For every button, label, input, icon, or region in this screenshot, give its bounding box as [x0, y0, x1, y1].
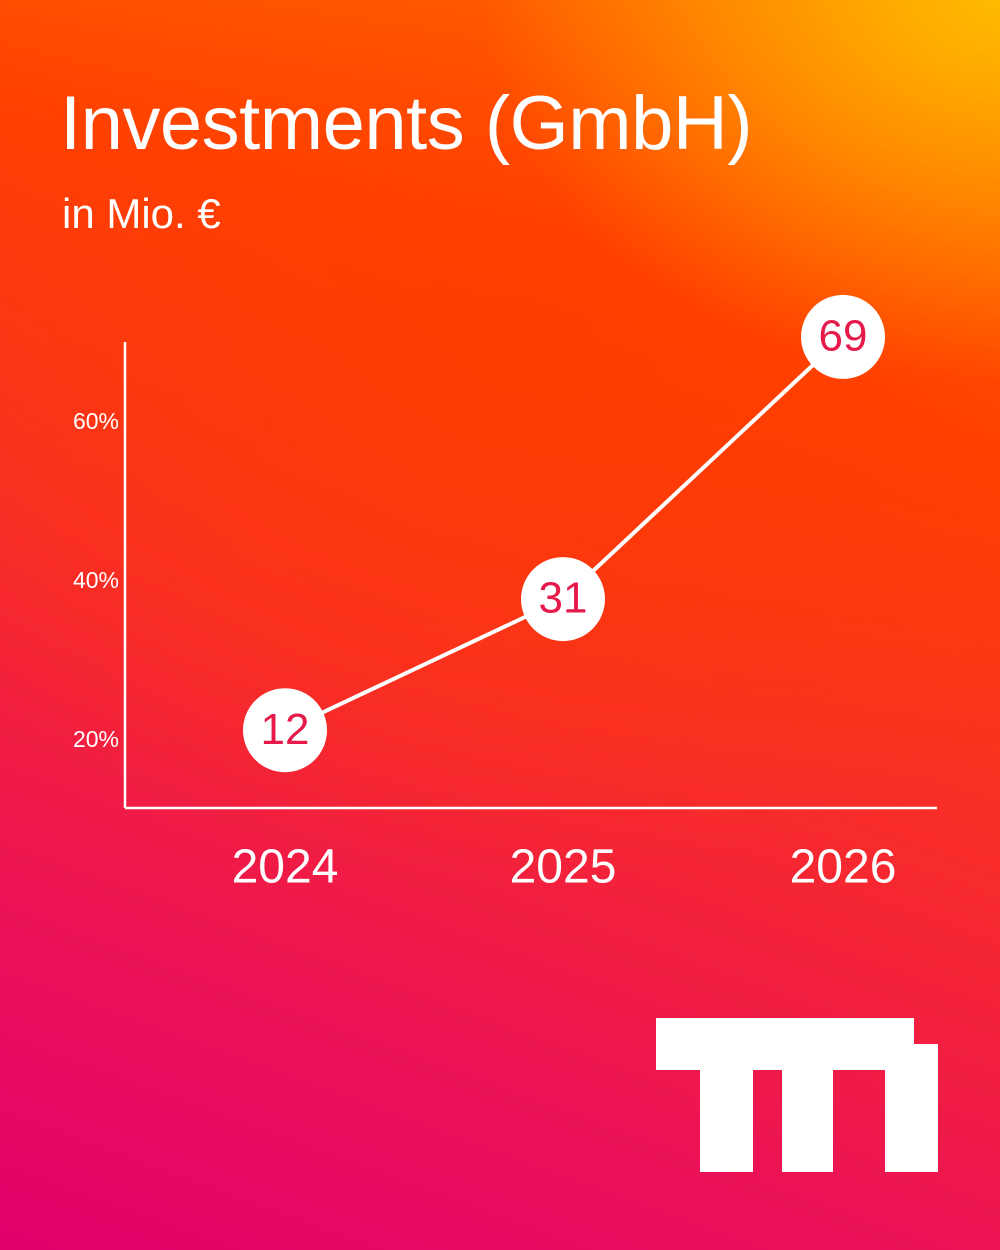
series-line-group — [284, 335, 845, 733]
data-point — [243, 688, 327, 773]
x-tick-label: 2025 — [510, 841, 617, 894]
series-line — [284, 335, 845, 733]
chart-title: Investments (GmbH) — [60, 81, 753, 166]
x-axis-ticks: 2024 2025 2026 — [232, 841, 897, 894]
data-markers: 12 31 69 — [243, 294, 885, 773]
y-tick-label: 40% — [73, 567, 119, 593]
data-point — [801, 294, 885, 379]
x-tick-label: 2024 — [232, 841, 339, 894]
x-tick-label: 2026 — [790, 841, 897, 894]
chart-axes — [123, 342, 937, 810]
data-point — [521, 557, 605, 642]
data-label: 31 — [539, 574, 588, 623]
data-label: 12 — [261, 705, 310, 754]
y-axis-ticks: 20% 40% 60% — [73, 408, 119, 752]
line-chart: 20% 40% 60% 2024 2025 2026 12 31 69 — [73, 294, 937, 894]
data-label: 69 — [819, 312, 868, 361]
chart-subtitle: in Mio. € — [62, 190, 221, 237]
brand-logo-icon — [656, 1018, 938, 1172]
y-tick-label: 20% — [73, 726, 119, 752]
y-tick-label: 60% — [73, 408, 119, 434]
